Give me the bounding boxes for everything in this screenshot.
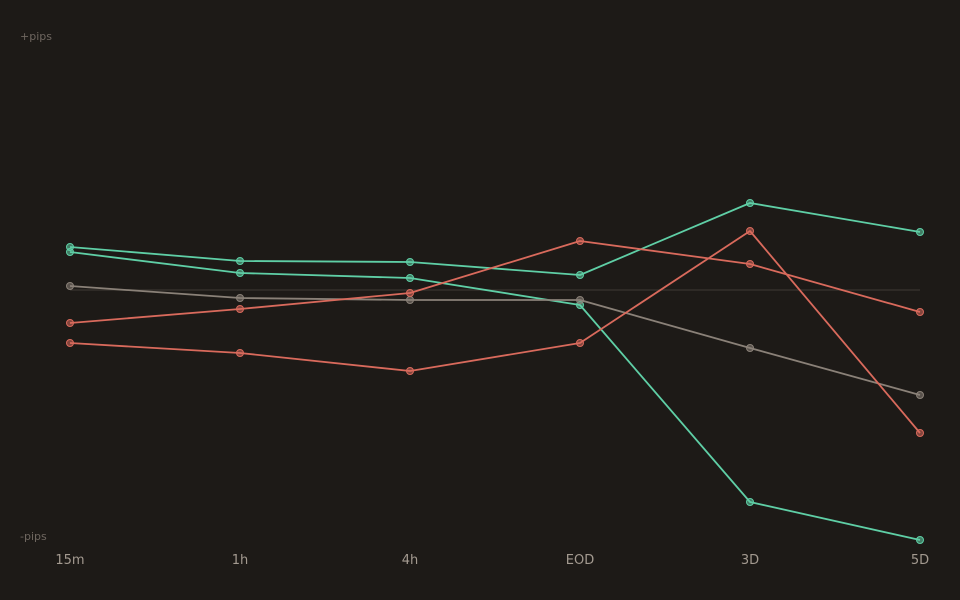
series-3-point-4	[576, 296, 584, 304]
series-5-point-4	[576, 339, 584, 347]
series-2-point-5	[746, 498, 754, 506]
series-3-point-2	[236, 294, 244, 302]
x-tick-label-1h: 1h	[232, 553, 249, 568]
series-4-line	[69, 240, 921, 324]
series-5-point-2	[236, 349, 244, 357]
series-4-point-6	[916, 308, 924, 316]
series-3-point-3	[406, 296, 414, 304]
series-3-point-5	[746, 344, 754, 352]
x-tick-label-eod: EOD	[566, 553, 594, 568]
series-2-point-3	[406, 274, 414, 282]
series-1-point-5	[746, 199, 754, 207]
series-4-point-2	[236, 305, 244, 313]
series-4-point-4	[576, 237, 584, 245]
series-5-point-1	[66, 339, 74, 347]
series-4-point-3	[406, 289, 414, 297]
series-5	[66, 227, 924, 437]
series-1	[66, 199, 924, 279]
series-5-point-6	[916, 429, 924, 437]
x-tick-label-3d: 3D	[741, 553, 759, 568]
series-1-point-4	[576, 271, 584, 279]
series-3-point-6	[916, 391, 924, 399]
x-tick-label-5d: 5D	[911, 553, 929, 568]
series-5-point-5	[746, 227, 754, 235]
series-5-point-3	[406, 367, 414, 375]
series-2-point-6	[916, 536, 924, 544]
y-axis-top-label: +pips	[20, 30, 52, 43]
series-4-point-5	[746, 260, 754, 268]
series-1-point-6	[916, 228, 924, 236]
y-axis-bottom-label: -pips	[20, 530, 47, 543]
series-3	[66, 282, 924, 399]
x-axis-ticks: 15m 1h 4h EOD 3D 5D	[55, 553, 929, 568]
series-2-point-1	[66, 248, 74, 256]
series-1-point-2	[236, 257, 244, 265]
series-layer	[66, 199, 924, 544]
x-tick-label-15m: 15m	[55, 553, 84, 568]
series-2	[66, 248, 924, 544]
series-2-point-2	[236, 269, 244, 277]
series-3-point-1	[66, 282, 74, 290]
series-2-line	[69, 251, 921, 541]
series-4-point-1	[66, 319, 74, 327]
series-5-line	[69, 230, 921, 434]
x-tick-label-4h: 4h	[402, 553, 419, 568]
series-1-point-3	[406, 258, 414, 266]
series-1-line	[69, 202, 921, 276]
series-4	[66, 237, 924, 327]
series-3-line	[69, 285, 921, 396]
